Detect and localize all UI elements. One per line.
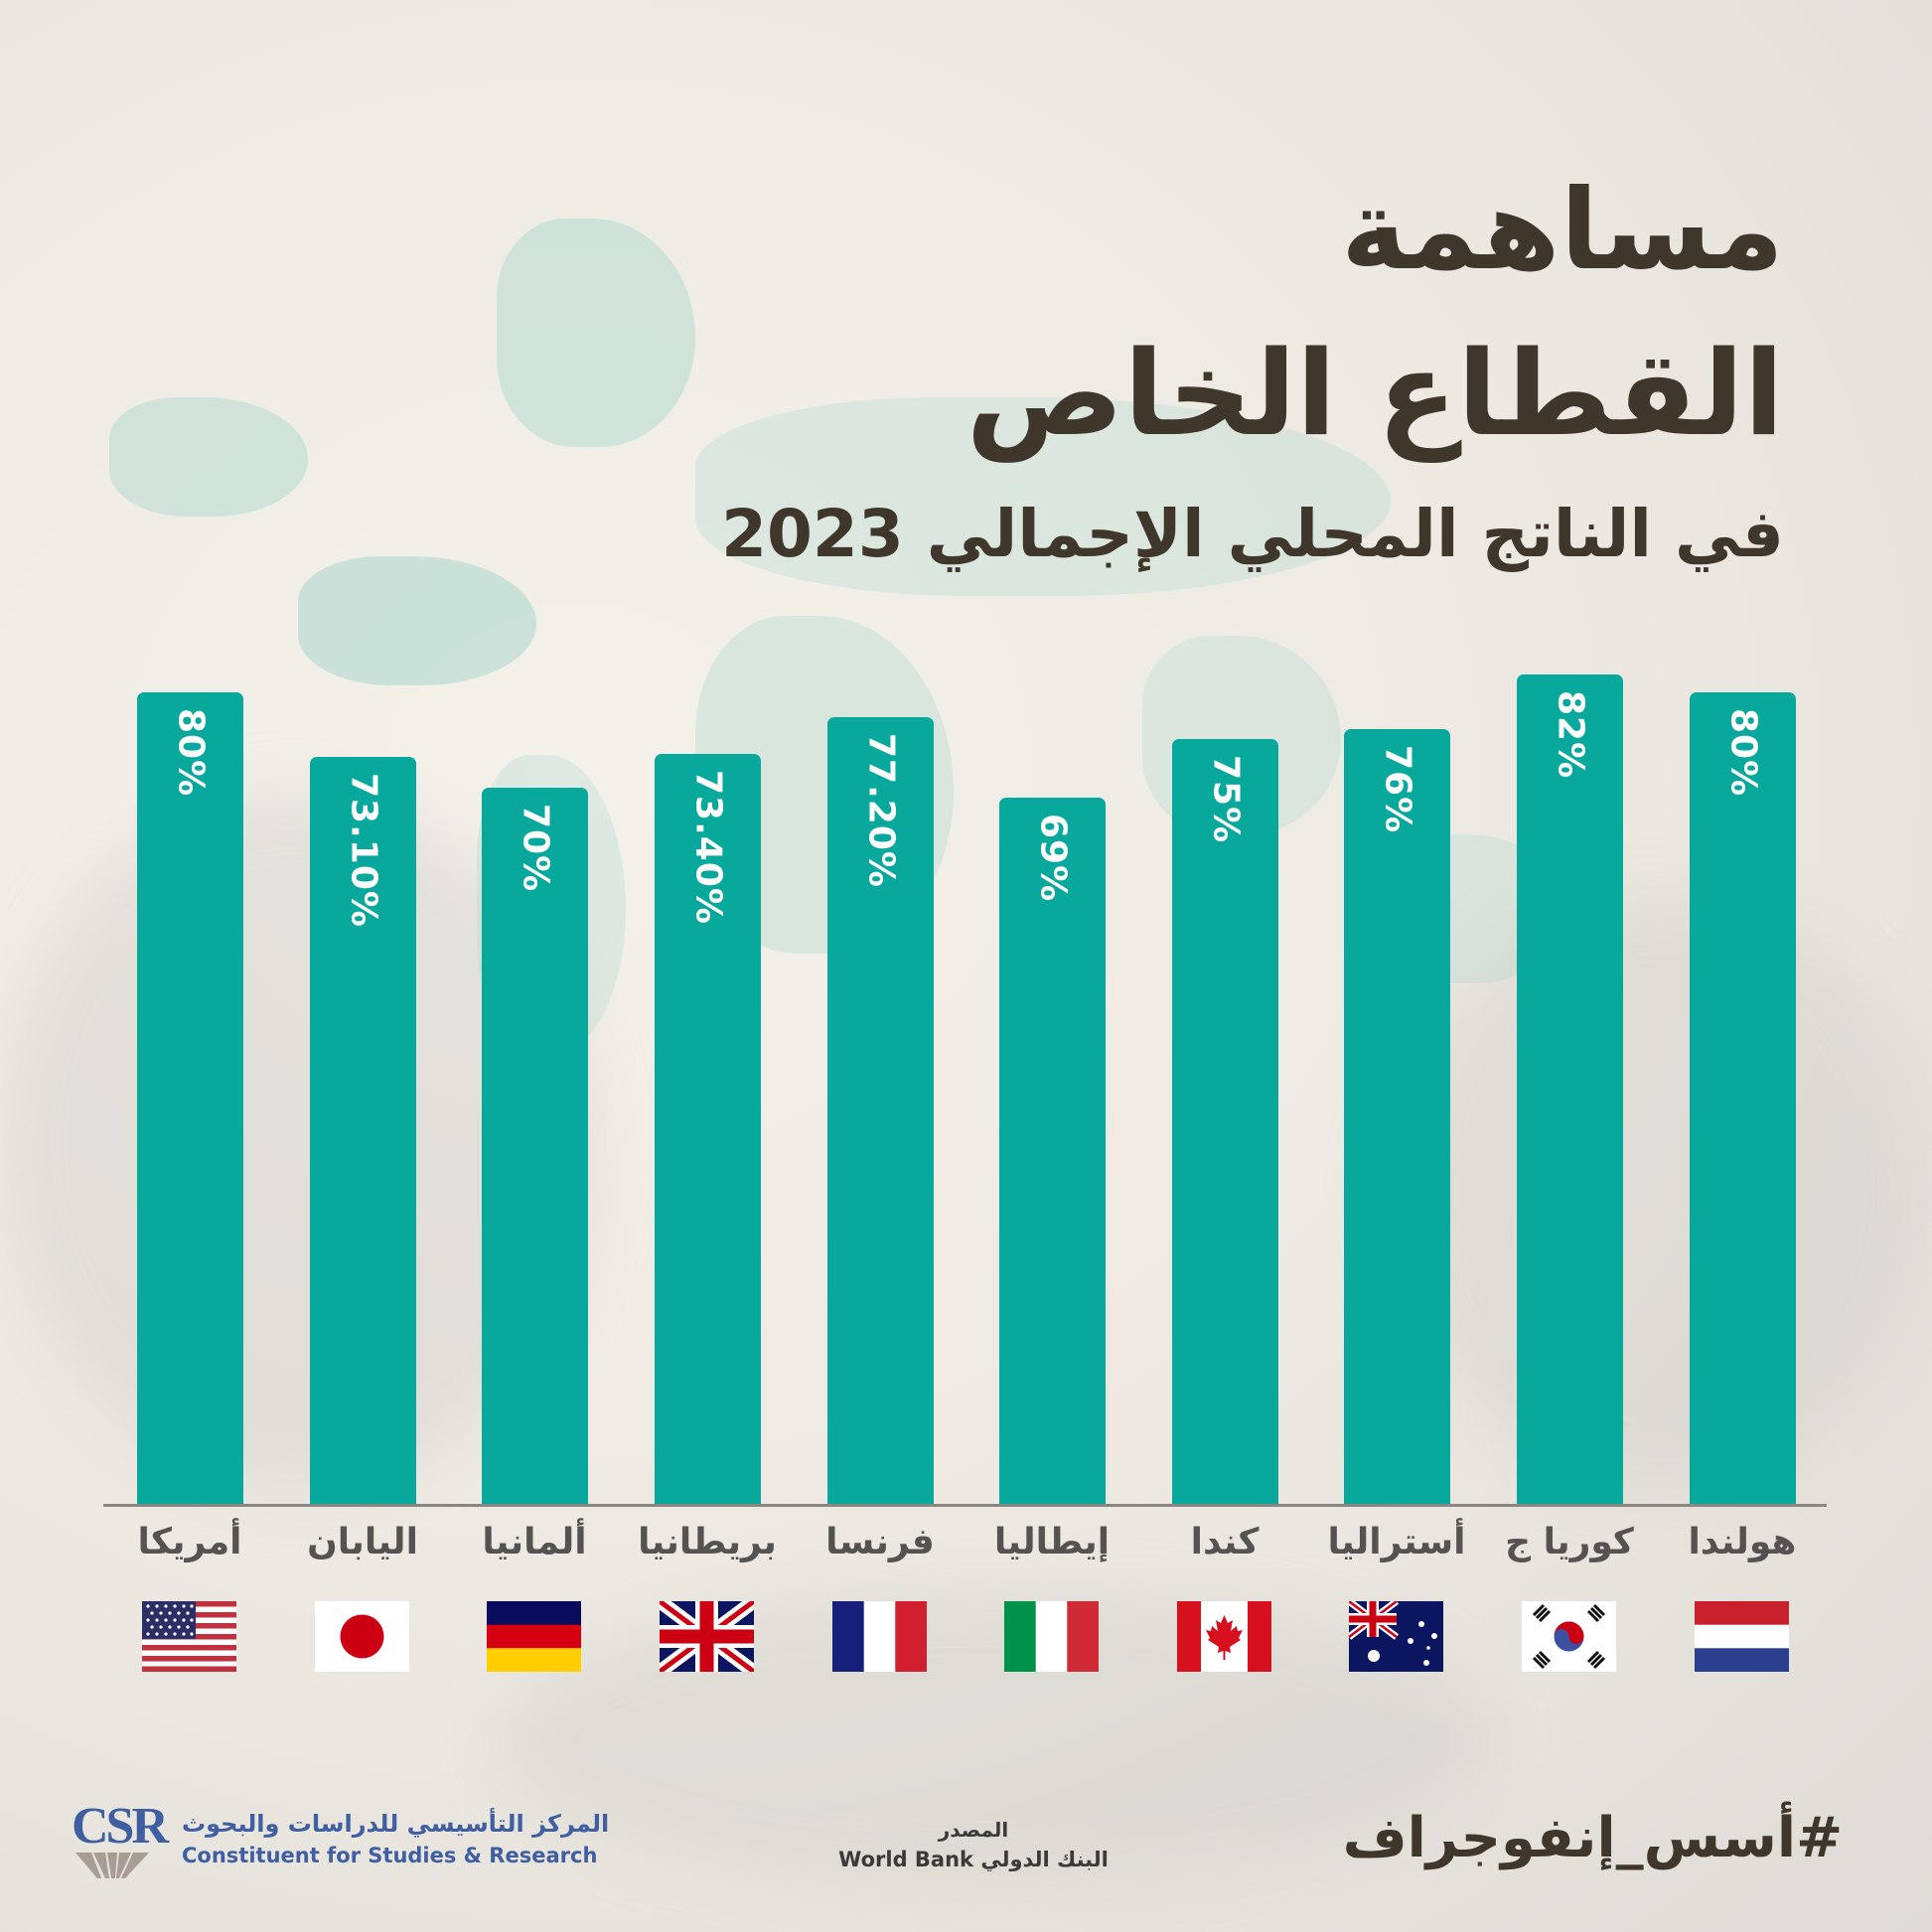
bar-value-label: 80% [170, 708, 211, 798]
country-label-germany: ألمانيا [482, 1522, 587, 1562]
org-name-arabic: المركز التأسيسي للدراسات والبحوث [182, 1810, 610, 1838]
source-label: المصدر [938, 1818, 1009, 1842]
country-label-uk: بريطانيا [638, 1522, 777, 1562]
bar-australia: 76% [1344, 729, 1450, 1505]
bar-south-korea: 82% [1517, 674, 1623, 1505]
country-label-netherlands: هولندا [1688, 1522, 1797, 1562]
bar-uk: 73.40% [655, 754, 761, 1505]
bar-value-label: 77.20% [860, 733, 901, 888]
japan-flag-icon [315, 1601, 409, 1672]
bar-italy: 69% [999, 798, 1106, 1505]
bar-france: 77.20% [827, 717, 934, 1505]
country-label-japan: اليابان [307, 1522, 418, 1562]
csr-rays-icon [75, 1853, 149, 1878]
country-label-canada: كندا [1190, 1522, 1260, 1562]
hashtag: #أسس_إنفوجراف [1342, 1806, 1843, 1870]
bar-value-label: 82% [1550, 690, 1590, 780]
country-label-usa: أمريكا [137, 1522, 242, 1562]
germany-flag-icon [487, 1601, 581, 1672]
country-label-italy: إيطاليا [993, 1522, 1111, 1562]
org-name-english: Constituent for Studies & Research [182, 1844, 598, 1867]
country-label-south-korea: كوريا ج [1505, 1522, 1634, 1562]
source-name: البنك الدولي World Bank [838, 1848, 1109, 1871]
title-line-2: القطاع الخاص [966, 325, 1784, 462]
france-flag-icon [832, 1601, 927, 1672]
uk-flag-icon [660, 1601, 754, 1672]
us-flag-icon [142, 1601, 236, 1672]
bar-value-label: 70% [515, 804, 555, 893]
country-label-australia: أستراليا [1327, 1522, 1466, 1562]
x-axis-line [103, 1504, 1827, 1507]
canada-flag-icon [1177, 1601, 1271, 1672]
netherlands-flag-icon [1695, 1601, 1789, 1672]
bar-value-label: 69% [1032, 814, 1073, 903]
country-label-france: فرنسا [825, 1522, 935, 1562]
bar-value-label: 73.10% [343, 773, 383, 928]
bar-value-label: 75% [1205, 755, 1246, 844]
bar-value-label: 80% [1722, 708, 1763, 798]
bar-canada: 75% [1172, 739, 1278, 1505]
bar-germany: 70% [482, 788, 588, 1505]
bar-value-label: 73.40% [687, 770, 728, 925]
csr-logo: CSR [72, 1798, 169, 1882]
bar-usa: 80% [137, 692, 243, 1505]
subtitle: في الناتج المحلي الإجمالي 2023 [721, 496, 1784, 572]
title-line-1: مساهمة [1340, 166, 1784, 295]
csr-logo-text: CSR [72, 1798, 169, 1855]
bar-netherlands: 80% [1690, 692, 1796, 1505]
bar-japan: 73.10% [310, 757, 416, 1505]
italy-flag-icon [1004, 1601, 1099, 1672]
south-korea-flag-icon [1522, 1601, 1616, 1672]
bar-value-label: 76% [1377, 745, 1417, 834]
australia-flag-icon [1349, 1601, 1443, 1672]
